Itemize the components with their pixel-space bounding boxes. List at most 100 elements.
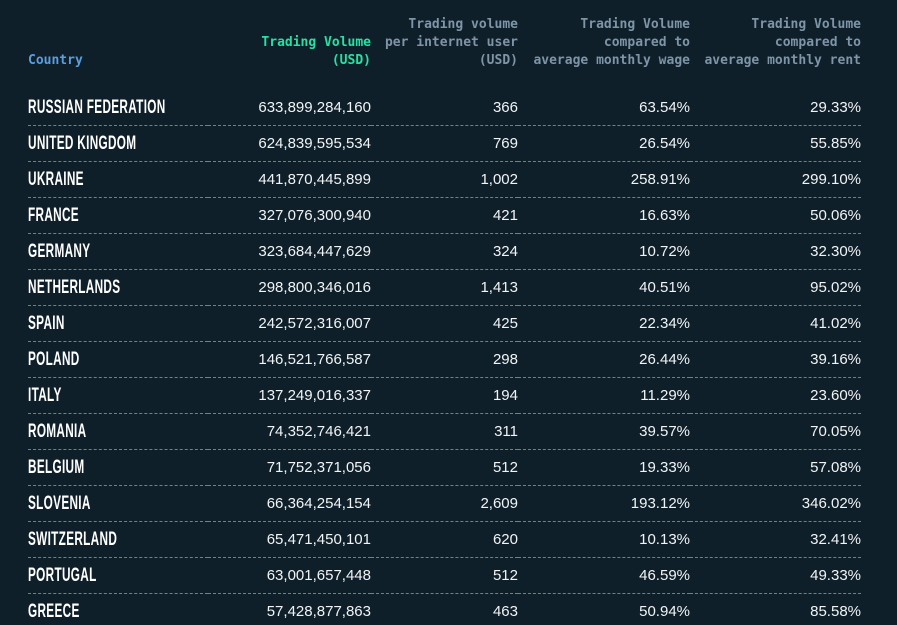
cell-vs-monthly-rent: 57.08% [810,459,861,476]
cell-vs-monthly-wage: 26.44% [639,351,690,368]
cell-per-internet-user: 324 [492,243,518,260]
country-label: SLOVENIA [28,492,91,514]
cell-vs-monthly-rent: 49.33% [810,567,861,584]
cell-vs-monthly-rent: 23.60% [810,387,861,404]
cell-vs-monthly-wage: 26.54% [639,135,690,152]
table-row: ITALY 137,249,016,337 194 11.29% 23.60% [28,378,861,414]
table-row: FRANCE 327,076,300,940 421 16.63% 50.06% [28,198,861,234]
cell-country: RUSSIAN FEDERATION [28,90,208,126]
country-label: GREECE [28,600,80,622]
cell-vs-monthly-rent: 32.30% [810,243,861,260]
cell-vs-monthly-wage: 10.13% [639,531,690,548]
cell-country: UKRAINE [28,162,208,198]
cell-trading-volume-usd: 63,001,657,448 [266,567,371,584]
cell-trading-volume-usd: 298,800,346,016 [258,279,371,296]
cell-country: POLAND [28,342,208,378]
table-row: ROMANIA 74,352,746,421 311 39.57% 70.05% [28,414,861,450]
cell-country: FRANCE [28,198,208,234]
cell-vs-monthly-wage: 22.34% [639,315,690,332]
table-row: UKRAINE 441,870,445,899 1,002 258.91% 299.10… [28,162,861,198]
table-row: GREECE 57,428,877,863 463 50.94% 85.58% [28,594,861,625]
table-row: UNITED KINGDOM 624,839,595,534 769 26.54% 55… [28,126,861,162]
cell-trading-volume-usd: 624,839,595,534 [258,135,371,152]
cell-country: ITALY [28,378,208,414]
table-row: POLAND 146,521,766,587 298 26.44% 39.16% [28,342,861,378]
cell-vs-monthly-wage: 39.57% [639,423,690,440]
cell-per-internet-user: 769 [492,135,518,152]
cell-trading-volume-usd: 242,572,316,007 [258,315,371,332]
cell-per-internet-user: 194 [492,387,518,404]
cell-vs-monthly-rent: 39.16% [810,351,861,368]
cell-vs-monthly-rent: 346.02% [801,495,861,512]
header-vs-monthly-rent: Trading Volume compared to average month… [704,17,861,68]
cell-country: ROMANIA [28,414,208,450]
cell-country: SLOVENIA [28,486,208,522]
cell-per-internet-user: 298 [492,351,518,368]
header-country: Country [28,53,83,68]
country-label: POLAND [28,348,80,370]
cell-per-internet-user: 512 [492,567,518,584]
trading-volume-table: Country Trading Volume (USD) Trading vol… [28,16,861,625]
country-label: UNITED KINGDOM [28,132,137,154]
cell-per-internet-user: 1,413 [480,279,518,296]
cell-vs-monthly-rent: 299.10% [801,171,861,188]
header-row: Country Trading Volume (USD) Trading vol… [28,16,861,90]
cell-trading-volume-usd: 71,752,371,056 [266,459,371,476]
cell-trading-volume-usd: 327,076,300,940 [258,207,371,224]
cell-per-internet-user: 620 [492,531,518,548]
cell-vs-monthly-wage: 19.33% [639,459,690,476]
cell-vs-monthly-wage: 11.29% [640,387,690,404]
table-row: RUSSIAN FEDERATION 633,899,284,160 366 63.5… [28,90,861,126]
cell-vs-monthly-rent: 55.85% [810,135,861,152]
cell-country: SPAIN [28,306,208,342]
country-label: BELGIUM [28,456,85,478]
cell-country: PORTUGAL [28,558,208,594]
cell-per-internet-user: 512 [492,459,518,476]
cell-trading-volume-usd: 74,352,746,421 [266,423,371,440]
table-row: BELGIUM 71,752,371,056 512 19.33% 57.08% [28,450,861,486]
cell-trading-volume-usd: 66,364,254,154 [266,495,371,512]
cell-vs-monthly-rent: 32.41% [810,531,861,548]
table-row: GERMANY 323,684,447,629 324 10.72% 32.30% [28,234,861,270]
cell-per-internet-user: 366 [492,99,518,116]
header-per-internet-user: Trading volume per internet user (USD) [384,17,518,68]
cell-vs-monthly-wage: 50.94% [639,603,690,620]
country-label: NETHERLANDS [28,276,121,298]
cell-vs-monthly-rent: 70.05% [810,423,861,440]
cell-vs-monthly-wage: 63.54% [639,99,690,116]
country-label: ROMANIA [28,420,87,442]
cell-country: UNITED KINGDOM [28,126,208,162]
cell-vs-monthly-wage: 40.51% [639,279,690,296]
cell-per-internet-user: 1,002 [480,171,518,188]
cell-vs-monthly-rent: 85.58% [810,603,861,620]
country-label: FRANCE [28,204,79,226]
table-row: PORTUGAL 63,001,657,448 512 46.59% 49.33% [28,558,861,594]
country-label: PORTUGAL [28,564,97,586]
country-label: ITALY [28,384,62,406]
table-row: SLOVENIA 66,364,254,154 2,609 193.12% 346.02… [28,486,861,522]
header-vs-monthly-wage: Trading Volume compared to average month… [533,17,690,68]
country-label: GERMANY [28,240,91,262]
cell-vs-monthly-wage: 10.72% [639,243,690,260]
table-row: SPAIN 242,572,316,007 425 22.34% 41.02% [28,306,861,342]
cell-vs-monthly-wage: 258.91% [630,171,690,188]
cell-trading-volume-usd: 146,521,766,587 [258,351,371,368]
table-row: SWITZERLAND 65,471,450,101 620 10.13% 32.41% [28,522,861,558]
cell-country: NETHERLANDS [28,270,208,306]
cell-trading-volume-usd: 57,428,877,863 [266,603,371,620]
cell-country: SWITZERLAND [28,522,208,558]
table-row: NETHERLANDS 298,800,346,016 1,413 40.51% 95.… [28,270,861,306]
cell-vs-monthly-rent: 50.06% [810,207,861,224]
cell-per-internet-user: 421 [492,207,518,224]
cell-country: GREECE [28,594,208,625]
cell-per-internet-user: 425 [492,315,518,332]
table-header: Country Trading Volume (USD) Trading vol… [28,16,861,90]
cell-per-internet-user: 311 [494,423,518,440]
country-label: UKRAINE [28,168,84,190]
table-body: RUSSIAN FEDERATION 633,899,284,160 366 63.5… [28,90,861,625]
cell-trading-volume-usd: 323,684,447,629 [258,243,371,260]
cell-vs-monthly-rent: 95.02% [810,279,861,296]
cell-vs-monthly-wage: 193.12% [630,495,690,512]
country-label: RUSSIAN FEDERATION [28,96,166,118]
